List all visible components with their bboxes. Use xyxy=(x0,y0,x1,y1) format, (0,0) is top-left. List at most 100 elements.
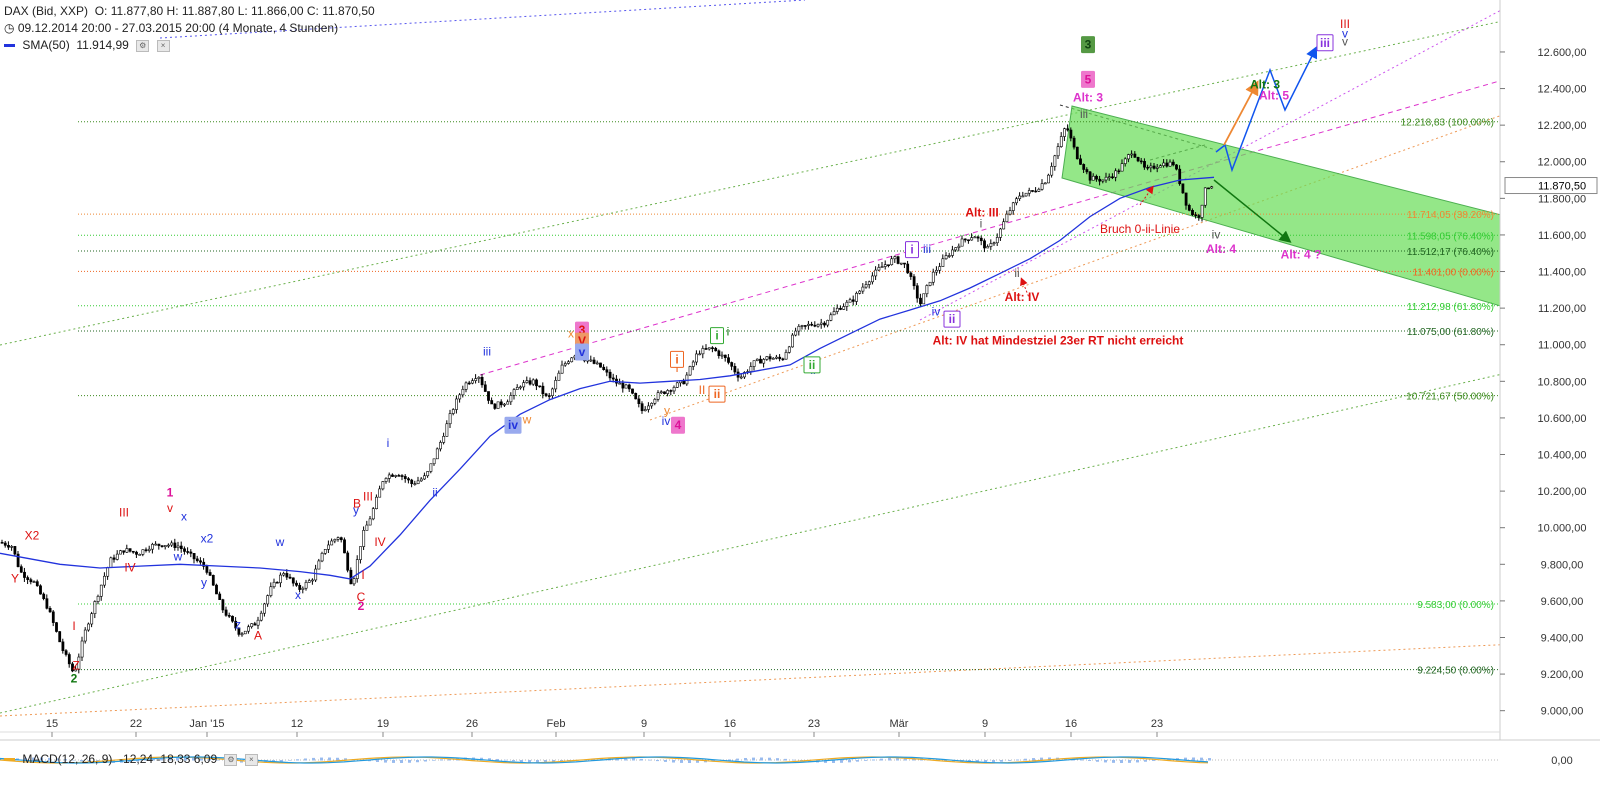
badge-box xyxy=(1081,36,1095,54)
wave-label: ii xyxy=(1014,266,1019,280)
candle-body xyxy=(896,256,900,264)
candle-body xyxy=(1187,205,1191,211)
x-tick-label: 15 xyxy=(46,718,58,730)
candle-body xyxy=(1098,178,1102,182)
macd-histogram-bar xyxy=(1064,758,1067,761)
badge-label: i xyxy=(910,243,913,257)
candle-body xyxy=(61,641,65,651)
candle-body xyxy=(99,584,103,597)
candle-body xyxy=(509,395,513,403)
y-tick-label: 12.200,00 xyxy=(1538,120,1587,132)
price-level-label: 9.224,50 (0.00%) xyxy=(1417,666,1494,677)
macd-histogram-bar xyxy=(1000,760,1003,762)
y-tick-label: 12.400,00 xyxy=(1538,84,1587,96)
macd-histogram-bar xyxy=(400,760,403,763)
macd-histogram-bar xyxy=(368,760,371,762)
candle-body xyxy=(963,238,967,241)
candle-body xyxy=(1146,166,1150,169)
candle-body xyxy=(263,603,266,614)
sma-close-icon[interactable]: × xyxy=(156,39,170,52)
macd-histogram-bar xyxy=(760,757,763,761)
macd-histogram-bar xyxy=(288,760,291,761)
candle-body xyxy=(106,567,110,577)
macd-histogram-bar xyxy=(200,758,203,761)
candle-body xyxy=(352,578,356,585)
header-sma-row[interactable]: SMA(50) 11.914,99 ⚙ × xyxy=(4,38,170,52)
candle-body xyxy=(93,601,97,614)
candle-body xyxy=(551,388,554,396)
candle-body xyxy=(979,237,983,242)
candle-body xyxy=(467,382,471,385)
candle-body xyxy=(647,405,650,410)
candle-body xyxy=(1143,161,1146,168)
candle-body xyxy=(179,545,183,550)
candle-body xyxy=(999,228,1002,238)
candle-body xyxy=(35,581,39,587)
candle-body xyxy=(928,281,932,286)
candle-body xyxy=(989,243,993,247)
y-axis-layer: 9.000,00 9.200,00 9.400,00 9.600,00 9.800,00… xyxy=(1499,0,1600,786)
candle-body xyxy=(1031,190,1034,192)
price-level-label: 11.714,05 (38.20%) xyxy=(1407,210,1494,221)
macd-histogram-bar xyxy=(664,760,667,762)
candle-body xyxy=(669,390,673,392)
candle-body xyxy=(234,620,238,629)
macd-histogram-bar xyxy=(1024,758,1027,761)
macd-histogram-bar xyxy=(984,760,987,763)
candle-body xyxy=(672,387,676,392)
macd-histogram-bar xyxy=(1208,758,1211,761)
trend-line xyxy=(0,351,1600,714)
period-label: 09.12.2014 20:00 - 27.03.2015 20:00 (4 M… xyxy=(17,21,339,35)
badge-label: i xyxy=(715,329,718,343)
candle-body xyxy=(240,633,244,636)
macd-settings-icon[interactable]: ⚙ xyxy=(224,753,238,766)
candle-body xyxy=(301,587,305,590)
candle-body xyxy=(163,545,167,548)
sma-settings-icon[interactable]: ⚙ xyxy=(136,39,150,52)
badge-label: 3 xyxy=(579,323,586,337)
badge-box xyxy=(710,327,724,345)
candle-body xyxy=(80,640,84,658)
price-levels-layer: 12.218,83 (100.00%) 11.714,05 (38.20%) 11.… xyxy=(78,118,1500,677)
badge-box xyxy=(575,343,589,361)
macd-axis-label: 0,00 xyxy=(1551,755,1572,767)
wave-badge: i xyxy=(905,241,919,259)
macd-histogram-bar xyxy=(1112,760,1115,763)
candle-body xyxy=(691,361,695,367)
macd-histogram-bar xyxy=(1088,760,1091,761)
candle-body xyxy=(189,551,193,554)
x-tick-label: Mär xyxy=(890,718,909,730)
candle-body xyxy=(432,458,436,465)
wave-label: Y xyxy=(11,572,19,586)
candle-body xyxy=(899,262,903,265)
candle-body xyxy=(445,423,449,437)
candle-body xyxy=(170,542,174,546)
badge-box xyxy=(708,385,726,403)
y-tick-label: 9.400,00 xyxy=(1541,632,1584,644)
macd-close-icon[interactable]: × xyxy=(244,753,258,766)
candle-body xyxy=(250,623,254,628)
x-tick-label: 16 xyxy=(1065,718,1077,730)
candle-body xyxy=(829,314,833,321)
candle-body xyxy=(599,362,602,368)
y-tick-label: 12.600,00 xyxy=(1538,47,1587,59)
wave-label: v xyxy=(167,501,173,515)
candle-body xyxy=(199,560,202,563)
candle-body xyxy=(1063,128,1066,137)
candle-body xyxy=(1005,213,1009,223)
y-tick-label: 10.800,00 xyxy=(1538,376,1587,388)
candle-body xyxy=(205,566,209,573)
candle-body xyxy=(883,264,887,267)
macd-legend[interactable]: MACD(12, 26, 9) -12,24 -18,33 6,09 ⚙ × xyxy=(4,752,258,766)
candle-body xyxy=(877,267,881,271)
candle-body xyxy=(611,377,615,380)
macd-label: MACD(12, 26, 9) xyxy=(22,752,113,766)
candle-body xyxy=(375,496,378,509)
macd-histogram-bar xyxy=(40,757,43,761)
candle-body xyxy=(1047,174,1050,184)
candle-body xyxy=(848,299,852,303)
candle-body xyxy=(403,476,407,479)
price-level-label: 10.721,67 (50.00%) xyxy=(1406,392,1494,403)
wave-label: iv xyxy=(1212,228,1221,242)
